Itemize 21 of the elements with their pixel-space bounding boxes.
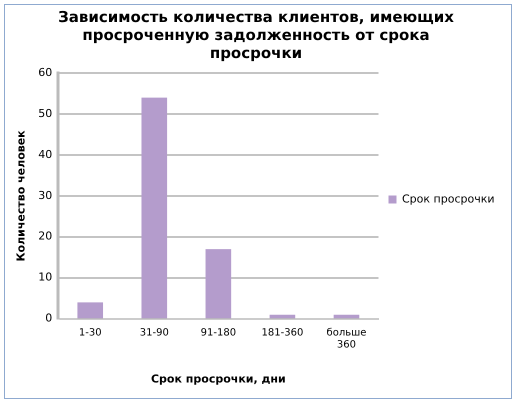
y-tick-label: 60 <box>38 66 52 79</box>
bar <box>334 314 360 318</box>
y-tick-label: 10 <box>38 270 52 284</box>
chart-title: Зависимость количества клиентов, имеющих просроченную задолженность от срока просрочки <box>58 8 454 62</box>
y-tick-label: 40 <box>38 148 52 161</box>
legend-label: Срок просрочки <box>402 192 494 206</box>
y-tick-label: 20 <box>38 230 52 243</box>
bar <box>141 98 168 318</box>
bar <box>206 249 232 318</box>
y-tick-label: 50 <box>38 106 52 120</box>
x-tick-label: 91-180 <box>200 327 236 338</box>
x-tick-label: больше 360 <box>326 327 366 350</box>
x-tick-label: 181-360 <box>262 327 304 338</box>
bar <box>270 314 296 318</box>
y-tick-label: 0 <box>45 312 52 325</box>
x-tick-label: 31-90 <box>140 327 169 338</box>
y-tick-label: 30 <box>38 188 52 202</box>
y-axis-title: Количество человек <box>14 130 28 262</box>
x-tick-label: 1-30 <box>78 327 102 338</box>
bar <box>77 302 104 318</box>
x-axis-title: Срок просрочки, дни <box>150 372 286 386</box>
